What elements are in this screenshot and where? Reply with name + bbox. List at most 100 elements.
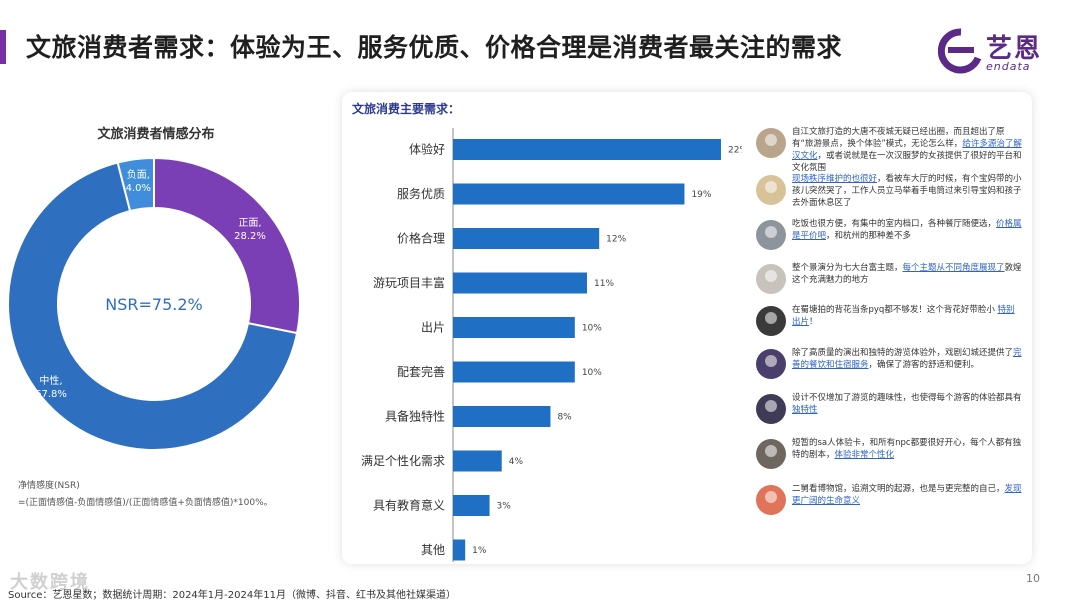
comment-text: 短暂的sa人体验卡，和所有npc都要很好开心，每个人都有独特的剧本，体验非常个性…: [792, 437, 1022, 461]
comment-item: 除了高质量的演出和独特的游览体验外，戏剧幻城还提供了完善的餐饮和住宿服务，确保了…: [754, 347, 1024, 387]
endata-logo: 艺恩 endata: [938, 28, 1058, 76]
donut-slice-negative: [116, 158, 155, 213]
user-avatar: [756, 220, 786, 250]
page-number: 10: [1026, 572, 1040, 585]
page-title: 文旅消费者需求：体验为王、服务优质、价格合理是消费者最关注的需求: [26, 33, 843, 62]
title-accent-bar: [0, 30, 6, 64]
comment-highlight: 发现更广阔的生命意义: [792, 484, 1022, 506]
bar-9: [453, 539, 466, 561]
comment-text-plain: 吃饭也很方便，有集中的室内档口，各种餐厅随便选，: [792, 219, 997, 229]
source-note: Source：艺恩星数；数据统计周期：2024年1月-2024年11月（微博、抖…: [8, 590, 456, 601]
bar-3: [453, 272, 587, 294]
comment-text: 现场秩序维护的也很好，看被车大厅的时候，有个宝妈带的小孩儿突然哭了，工作人员立马…: [792, 173, 1022, 209]
user-avatar: [756, 394, 786, 424]
donut-slice-positive: [153, 158, 301, 335]
comment-text-plain: 短暂的sa人体验卡，和所有npc都要很好开心，每个人都有独特的剧本，: [792, 438, 1022, 460]
user-avatar: [756, 128, 786, 158]
comment-highlight: 完善的餐饮和住宿服务: [792, 348, 1022, 370]
bar-1: [453, 183, 685, 205]
comment-text-tail: ，和杭州的那种差不多: [826, 231, 912, 241]
comment-highlight: 特别出片: [792, 305, 1015, 327]
bar-value-label: 4%: [509, 457, 524, 467]
bar-value-label: 10%: [582, 368, 602, 378]
bar-category-label: 其他: [421, 543, 445, 557]
nsr-definition: 净情感度(NSR) =(正面情感值-负面情感值)/(正面情感值+负面情感值)*1…: [18, 478, 273, 512]
donut-slice-neutral: [8, 161, 299, 451]
comment-item: 现场秩序维护的也很好，看被车大厅的时候，有个宝妈带的小孩儿突然哭了，工作人员立马…: [754, 173, 1024, 213]
user-avatar: [756, 306, 786, 336]
bar-category-label: 出片: [421, 321, 445, 335]
bar-8: [453, 495, 490, 516]
logo-mark-icon: [938, 28, 982, 74]
bar-value-label: 22%: [728, 146, 742, 156]
bar-value-label: 8%: [557, 413, 572, 423]
bar-category-label: 服务优质: [397, 186, 445, 201]
comment-highlight: 体验非常个性化: [834, 450, 895, 460]
user-avatar: [756, 264, 786, 294]
user-avatar: [756, 439, 786, 469]
comment-highlight: 给许多源治了解汉文化: [792, 139, 1022, 161]
comment-item: 设计不仅增加了游览的趣味性，也使得每个游客的体验都具有独特性: [754, 392, 1024, 432]
bar-category-label: 配套完善: [397, 364, 445, 379]
bar-category-label: 价格合理: [397, 231, 445, 246]
bar-value-label: 10%: [582, 324, 602, 334]
comment-text-plain: 设计不仅增加了游览的趣味性，也使得每个游客的体验都具有: [792, 393, 1022, 403]
bar-6: [453, 406, 551, 427]
donut-value-positive: 28.2%: [234, 231, 266, 242]
bar-category-label: 满足个性化需求: [361, 454, 445, 468]
comment-text: 吃饭也很方便，有集中的室内档口，各种餐厅随便选，价格属是平价吧，和杭州的那种差不…: [792, 218, 1022, 242]
comment-text: 除了高质量的演出和独特的游览体验外，戏剧幻城还提供了完善的餐饮和住宿服务，确保了…: [792, 347, 1022, 371]
bar-category-label: 游玩项目丰富: [373, 275, 445, 290]
comment-item: 吃饭也很方便，有集中的室内档口，各种餐厅随便选，价格属是平价吧，和杭州的那种差不…: [754, 218, 1024, 258]
user-avatar: [756, 175, 786, 205]
bar-4: [453, 317, 575, 338]
comment-text-tail: ！: [809, 317, 818, 327]
sentiment-donut-chart: 正面, 28.2% 中性, 67.8% 负面, 4.0% NSR=75.2%: [8, 158, 301, 451]
nsr-center-label: NSR=75.2%: [105, 295, 202, 314]
comment-highlight: 独特性: [792, 405, 818, 415]
donut-value-neutral: 67.8%: [35, 389, 67, 400]
bar-value-label: 12%: [606, 235, 626, 245]
comment-highlight: 现场秩序维护的也很好: [792, 174, 878, 184]
bar-7: [453, 450, 502, 472]
comment-text-plain: 自江文旅打造的大唐不夜城无疑已经出圈，而且超出了原有“旅游景点，换个体验”模式，…: [792, 127, 1005, 149]
comment-text: 整个景演分为七大台富主题，每个主题从不同角度展现了敦煌这个充满魅力的地方: [792, 262, 1022, 286]
comment-text-plain: 在蜀塘拍的背花当条pyq都不够发！这个背花好带脸小: [792, 305, 998, 315]
comment-highlight: 每个主题从不同角度展现了: [902, 263, 1005, 273]
bar-category-label: 具有教育意义: [373, 498, 445, 513]
comment-text-plain: 整个景演分为七大台富主题，: [792, 263, 903, 273]
donut-label-positive: 正面,: [238, 218, 261, 229]
donut-label-neutral: 中性,: [39, 374, 62, 387]
bar-value-label: 3%: [497, 502, 512, 512]
nsr-definition-line2: =(正面情感值-负面情感值)/(正面情感值+负面情感值)*100%。: [18, 498, 273, 508]
comment-text-plain: 二舅看博物馆，追溯文明的起源，也是与更完整的自己，: [792, 484, 1005, 494]
watermark-text: 大数跨境: [10, 572, 90, 593]
comment-item: 整个景演分为七大台富主题，每个主题从不同角度展现了敦煌这个充满魅力的地方: [754, 262, 1024, 302]
comment-item: 短暂的sa人体验卡，和所有npc都要很好开心，每个人都有独特的剧本，体验非常个性…: [754, 437, 1024, 477]
bar-category-label: 体验好: [409, 142, 445, 157]
logo-cn-text: 艺恩: [986, 34, 1043, 64]
donut-label-negative: 负面,: [127, 168, 150, 181]
logo-en-text: endata: [986, 60, 1031, 73]
comment-text-plain: 除了高质量的演出和独特的游览体验外，戏剧幻城还提供了: [792, 348, 1014, 358]
bar-value-label: 11%: [594, 279, 614, 289]
bar-chart-title: 文旅消费主要需求：: [352, 102, 461, 116]
bar-category-label: 具备独特性: [385, 409, 445, 424]
comment-text: 自江文旅打造的大唐不夜城无疑已经出圈，而且超出了原有“旅游景点，换个体验”模式，…: [792, 126, 1022, 174]
user-avatar: [756, 485, 786, 515]
donut-value-negative: 4.0%: [126, 183, 151, 194]
bar-value-label: 19%: [691, 190, 711, 200]
bar-5: [453, 361, 575, 383]
bar-value-label: 1%: [472, 546, 487, 556]
user-avatar: [756, 349, 786, 379]
comment-item: 自江文旅打造的大唐不夜城无疑已经出圈，而且超出了原有“旅游景点，换个体验”模式，…: [754, 126, 1024, 173]
nsr-definition-line1: 净情感度(NSR): [18, 481, 80, 491]
bar-0: [453, 139, 721, 160]
comment-text-tail: ，确保了游客的舒适和便利。: [868, 360, 980, 370]
comment-text-tail: 敦煌这个充满魅力的地方: [792, 263, 1022, 285]
comment-item: 二舅看博物馆，追溯文明的起源，也是与更完整的自己，发现更广阔的生命意义: [754, 483, 1024, 523]
demand-bar-chart: 体验好 22% 服务优质 19% 价格合理 12% 游玩项目丰富 11% 出片 10% 配套完善 10…: [361, 128, 742, 562]
bar-2: [453, 228, 600, 249]
comment-text: 在蜀塘拍的背花当条pyq都不够发！这个背花好带脸小 特别出片！: [792, 304, 1022, 328]
donut-chart-title: 文旅消费者情感分布: [97, 127, 215, 142]
